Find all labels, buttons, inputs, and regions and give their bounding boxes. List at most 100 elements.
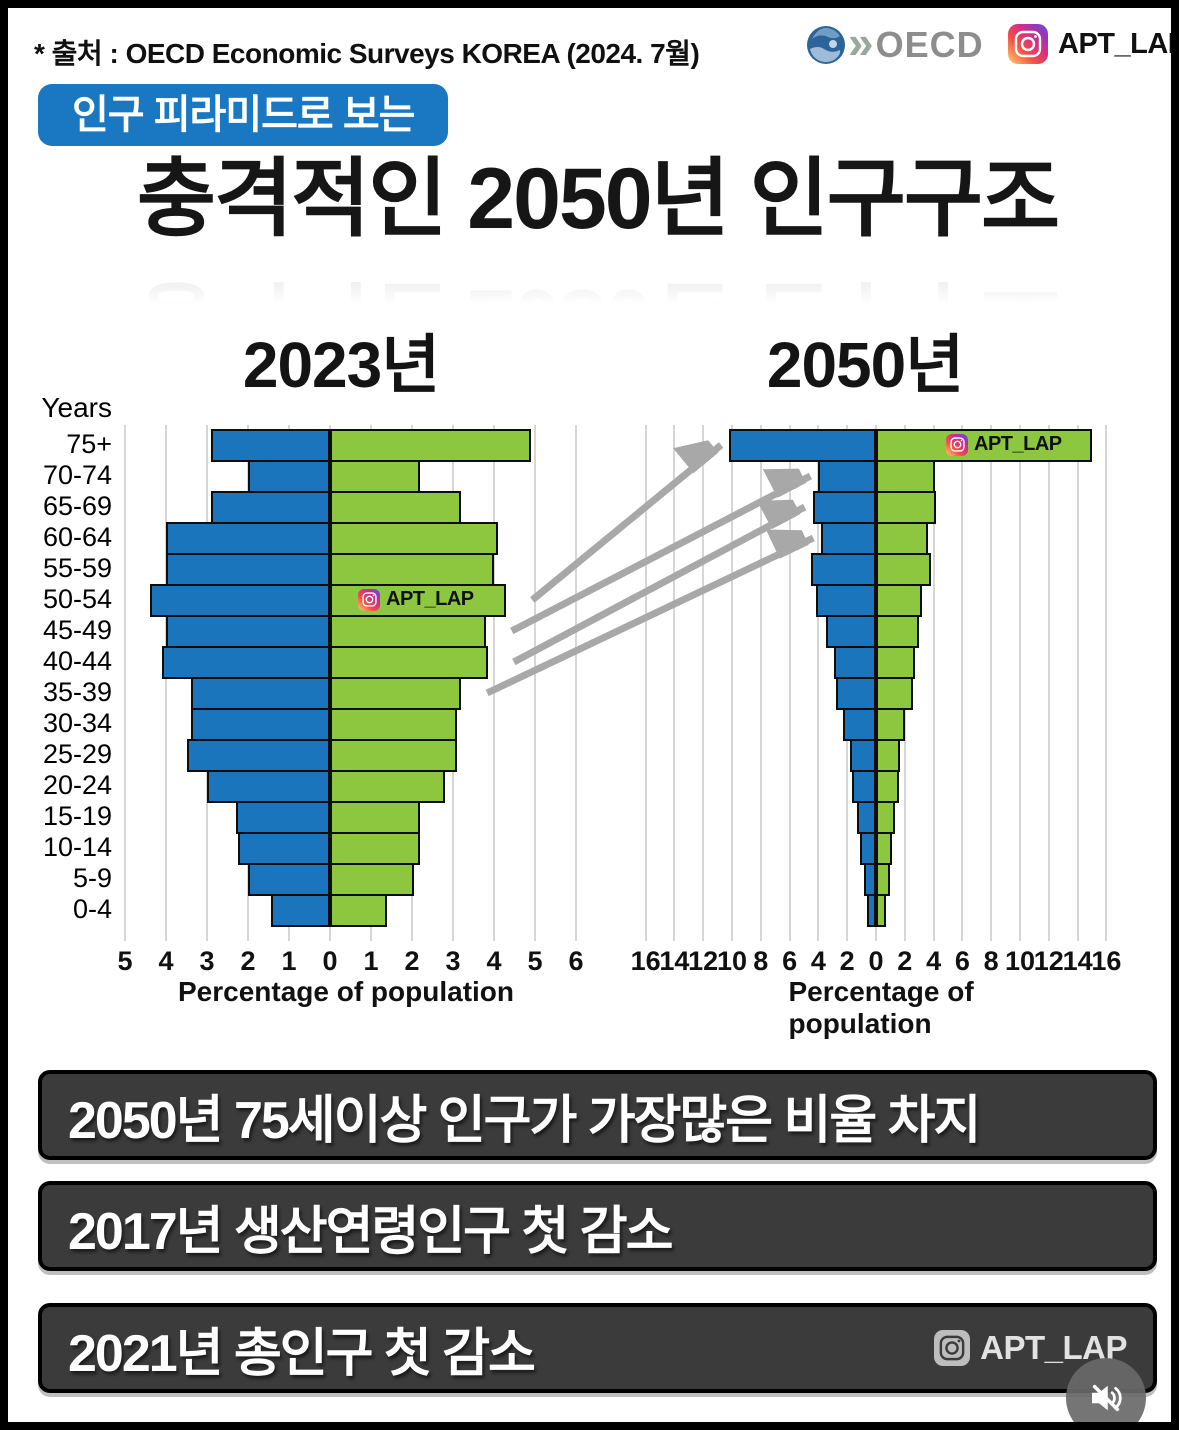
bar-male-15-19 [857, 801, 876, 834]
grid-line [493, 425, 495, 941]
watermark-handle: APT_LAP [974, 433, 1062, 455]
x-tick-label: 1 [363, 946, 379, 976]
x-tick-label: 3 [199, 946, 215, 976]
note-text: 2021년 총인구 첫 감소 [68, 1324, 536, 1383]
bar-female-15-19 [876, 801, 895, 834]
age-label-30-34: 30-34 [42, 708, 112, 738]
x-tick-label: 14 [1062, 946, 1093, 976]
bar-male-30-34 [842, 708, 876, 741]
x-tick-label: 2 [839, 946, 855, 976]
x-tick-label: 10 [716, 946, 748, 976]
x-tick-label: 2 [404, 946, 420, 976]
age-label-60-64: 60-64 [42, 522, 112, 552]
bar-female-25-29 [876, 739, 901, 772]
bar-male-65-69 [211, 491, 330, 524]
age-label-45-49: 45-49 [42, 615, 112, 645]
note-text: 2050년 75세이상 인구가 가장많은 비율 차지 [68, 1091, 981, 1150]
bar-female-5-9 [330, 863, 415, 896]
grid-line [165, 425, 167, 941]
grid-line [961, 425, 964, 941]
bar-male-35-39 [835, 677, 876, 710]
bar-female-10-14 [330, 832, 421, 865]
bar-male-45-49 [166, 615, 330, 648]
bar-female-70-74 [876, 460, 936, 493]
age-label-35-39: 35-39 [42, 677, 112, 707]
bar-male-10-14 [237, 832, 330, 865]
chart-title-2023: 2023년 [242, 329, 440, 401]
bar-female-35-39 [330, 677, 462, 710]
grid-line [702, 425, 705, 941]
bar-male-60-64 [821, 522, 876, 555]
bar-male-75+ [211, 429, 330, 462]
main-title-reflection: 충격적인 2050년 인구구조 [32, 260, 1163, 312]
bar-female-25-29 [330, 739, 458, 772]
bar-male-70-74 [818, 460, 876, 493]
chart-title-2050: 2050년 [766, 329, 964, 401]
grid-line [644, 425, 647, 941]
bar-male-5-9 [863, 863, 876, 896]
grid-line [817, 425, 820, 941]
bar-female-40-44 [330, 646, 488, 679]
x-tick-label: 5 [527, 946, 543, 976]
age-label-40-44: 40-44 [42, 646, 112, 676]
main-title: 충격적인 2050년 인구구조 [136, 151, 1060, 247]
bar-female-30-34 [876, 708, 905, 741]
x-tick-label: 5 [117, 946, 133, 976]
cohort-arrow-45-49-to-70-74 [510, 476, 813, 635]
x-tick-label: 6 [954, 946, 970, 976]
bar-female-55-59 [876, 553, 931, 586]
bar-male-25-29 [186, 739, 330, 772]
x-tick-label: 12 [688, 946, 719, 976]
bar-male-0-4 [270, 894, 330, 927]
note-text: 2017년 생산연령인구 첫 감소 [68, 1202, 673, 1261]
bar-male-50-54 [149, 584, 330, 617]
grid-line [124, 425, 126, 941]
age-label-5-9: 5-9 [72, 863, 112, 893]
oecd-globe-icon [807, 26, 845, 64]
bar-male-40-44 [834, 646, 876, 679]
bar-male-20-24 [851, 770, 876, 803]
bar-female-40-44 [876, 646, 915, 679]
grid-line [1076, 425, 1079, 941]
instagram-icon [934, 1330, 971, 1366]
bar-female-65-69 [330, 491, 462, 524]
bar-female-10-14 [876, 832, 892, 865]
instagram-credit-top: APT_LAP [1008, 24, 1171, 64]
bar-female-75+ [330, 429, 531, 462]
grid-line [990, 425, 993, 941]
bar-male-5-9 [248, 863, 330, 896]
bar-male-15-19 [235, 801, 330, 834]
grid-line [673, 425, 676, 941]
bar-female-75+ [876, 429, 1092, 462]
grid-line [1019, 425, 1021, 941]
bar-female-55-59 [330, 553, 494, 586]
bar-female-45-49 [330, 615, 486, 648]
bar-female-0-4 [876, 894, 887, 927]
bar-female-65-69 [876, 491, 937, 524]
chart-watermark: APT_LAP [358, 588, 474, 611]
muted-speaker-icon [1092, 1384, 1122, 1412]
age-label-55-59: 55-59 [42, 553, 112, 583]
oecd-logo: » OECD [806, 16, 984, 68]
x-axis-title: Percentage of population [788, 976, 974, 1039]
x-tick-label: 4 [486, 946, 502, 976]
cohort-arrow-50-54-to-75+ [530, 445, 724, 603]
bar-female-30-34 [330, 708, 458, 741]
bar-male-35-39 [190, 677, 330, 710]
oecd-chevrons-icon: » [848, 16, 874, 68]
bar-male-65-69 [812, 491, 876, 524]
bar-female-70-74 [330, 460, 421, 493]
bar-male-30-34 [190, 708, 330, 741]
x-tick-label: 14 [659, 946, 690, 976]
subtitle-badge: 인구 피라미드로 보는 [38, 84, 449, 146]
y-axis-title: Years [41, 392, 112, 423]
age-label-15-19: 15-19 [42, 801, 112, 831]
age-label-10-14: 10-14 [42, 832, 112, 862]
bar-male-20-24 [207, 770, 330, 803]
mute-button[interactable] [1066, 1358, 1146, 1422]
grid-line [932, 425, 935, 941]
x-tick-label: 10 [1004, 946, 1036, 976]
bar-male-0-4 [867, 894, 876, 927]
x-axis-title: Percentage of population [177, 976, 515, 1007]
